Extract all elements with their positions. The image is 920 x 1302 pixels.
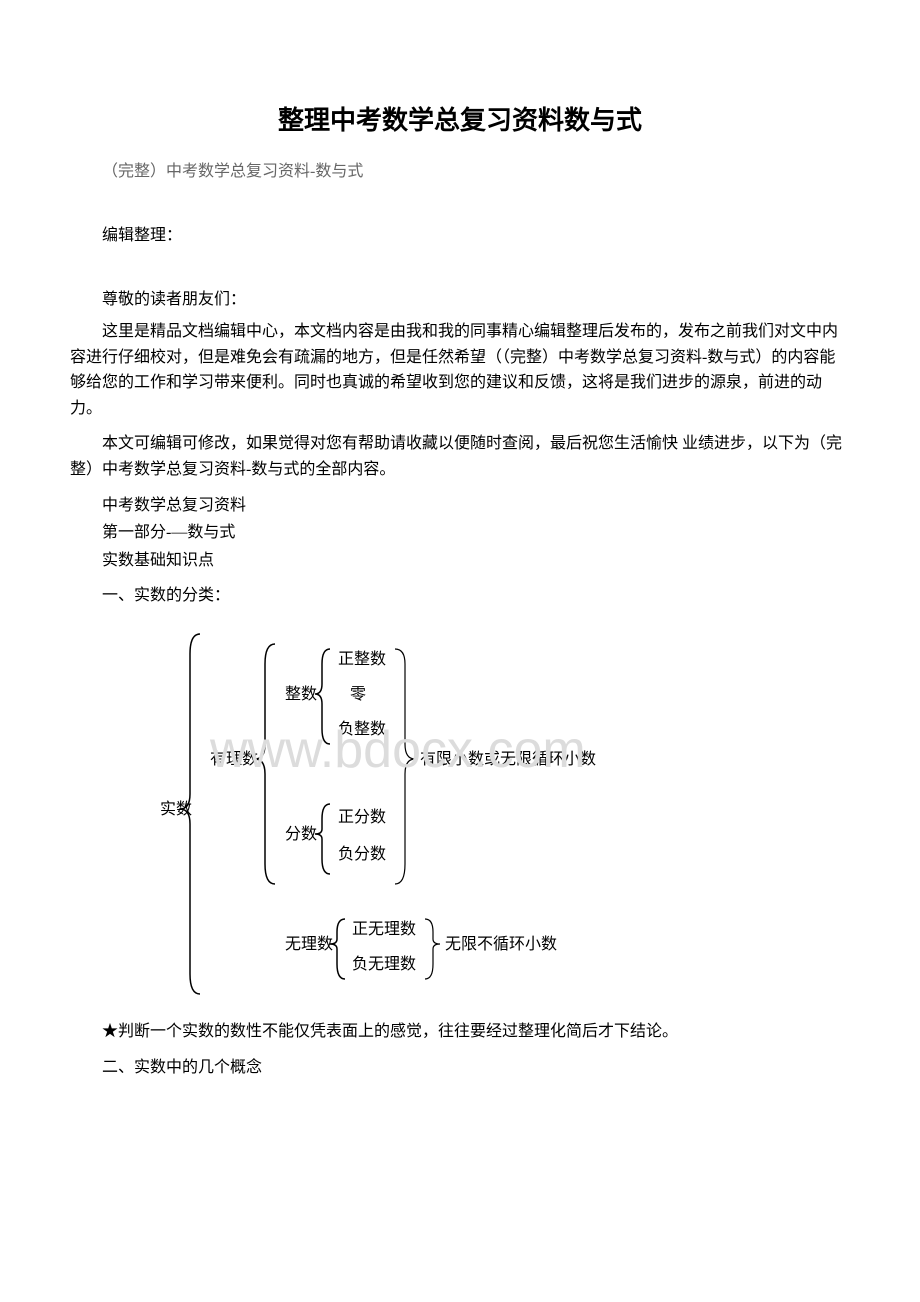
brace-integer <box>315 649 330 744</box>
editor-label: 编辑整理： <box>70 221 850 245</box>
heading-part1: 第一部分-—数与式 <box>70 520 850 546</box>
diagram-neg-integer: 负整数 <box>338 720 386 738</box>
intro-paragraph-1: 这里是精品文档编辑中心，本文档内容是由我和我的同事精心编辑整理后发布的，发布之前… <box>70 319 850 421</box>
section-concepts: 二、实数中的几个概念 <box>70 1055 850 1081</box>
diagram-pos-irrational: 正无理数 <box>352 920 416 938</box>
note-star: ★判断一个实数的数性不能仅凭表面上的感觉，往往要经过整理化简后才下结论。 <box>70 1019 850 1045</box>
greeting-text: 尊敬的读者朋友们： <box>70 285 850 309</box>
document-title: 整理中考数学总复习资料数与式 <box>70 100 850 137</box>
brace-rational-close <box>395 649 415 884</box>
brace-irrational-close <box>425 919 440 979</box>
diagram-neg-irrational: 负无理数 <box>352 955 416 973</box>
diagram-irrational-desc: 无限不循环小数 <box>445 935 557 953</box>
intro-paragraph-2: 本文可编辑可修改，如果觉得对您有帮助请收藏以便随时查阅，最后祝您生活愉快 业绩进… <box>70 431 850 482</box>
diagram-irrational-label: 无理数 <box>285 935 333 953</box>
diagram-root-label: 实数 <box>160 800 192 818</box>
diagram-integer-label: 整数 <box>285 685 317 703</box>
diagram-pos-fraction: 正分数 <box>338 808 386 826</box>
subtitle-text: （完整）中考数学总复习资料-数与式 <box>70 157 850 181</box>
classification-diagram: 实数 有理数 整数 正整数 零 负整数 有限小数或无限循环小数 分数 <box>160 624 850 1004</box>
section-classification: 一、实数的分类： <box>70 583 850 609</box>
diagram-rational-label: 有理数 <box>210 750 258 768</box>
brace-fraction <box>315 804 330 874</box>
diagram-pos-integer: 正整数 <box>338 650 386 668</box>
diagram-fraction-label: 分数 <box>285 825 317 843</box>
diagram-rational-desc: 有限小数或无限循环小数 <box>420 750 596 768</box>
diagram-zero: 零 <box>350 686 366 703</box>
heading-material: 中考数学总复习资料 <box>70 493 850 519</box>
heading-knowledge: 实数基础知识点 <box>70 548 850 574</box>
diagram-neg-fraction: 负分数 <box>338 845 386 863</box>
